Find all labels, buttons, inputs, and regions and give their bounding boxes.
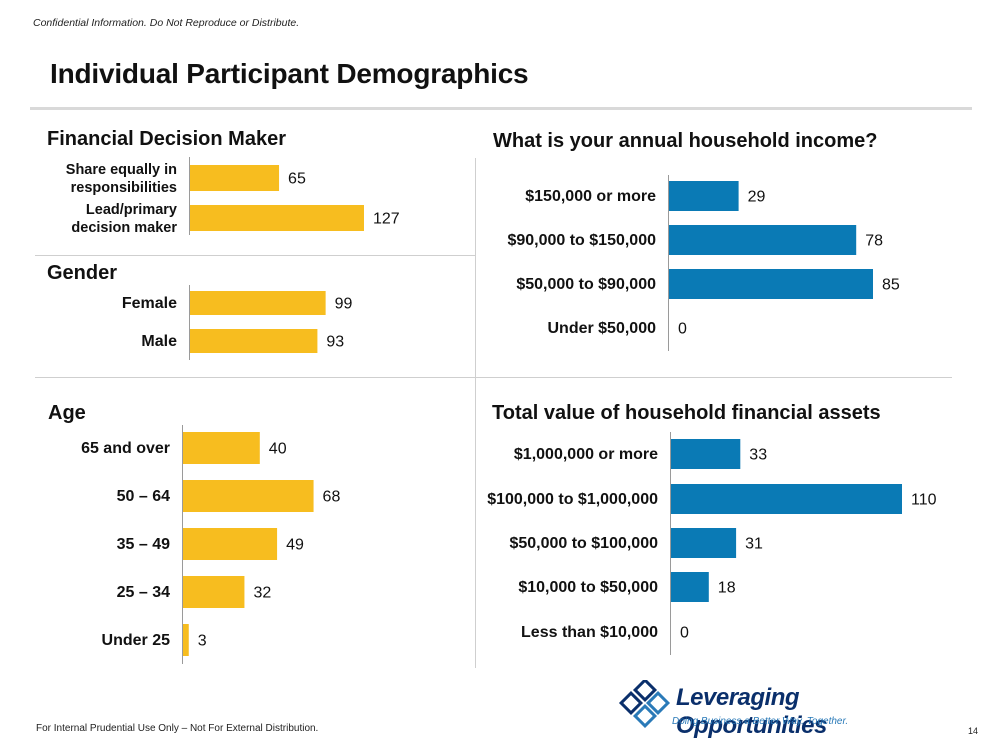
category-label: $10,000 to $50,000 (518, 579, 658, 596)
bar (669, 181, 739, 211)
category-label: $1,000,000 or more (514, 446, 658, 463)
confidential-note: Confidential Information. Do Not Reprodu… (33, 17, 300, 29)
data-label: 0 (678, 321, 687, 338)
chart-title-age: Age (48, 402, 86, 424)
chart-income: 29 $150,000 or more 78 $90,000 to $150,000 8… (507, 175, 900, 351)
chart-age: 40 65 and over 68 50 – 64 49 35 – 49 32 25 – 34… (81, 425, 341, 664)
category-label: $50,000 to $100,000 (509, 535, 658, 552)
logo-name: Leveraging Opportunities (676, 684, 827, 739)
page-title: Individual Participant Demographics (50, 58, 529, 89)
data-label: 93 (326, 334, 344, 351)
data-label: 31 (745, 536, 763, 553)
data-label: 29 (748, 189, 766, 206)
category-label: Female (122, 295, 177, 312)
category-label: Under 25 (102, 632, 171, 649)
data-label: 85 (882, 277, 900, 294)
category-label: $50,000 to $90,000 (516, 276, 656, 293)
logo-mark-icon (618, 680, 671, 728)
leveraging-opportunities-logo: Leveraging Opportunities Doing Business … (618, 680, 948, 739)
category-label: Male (141, 333, 177, 350)
category-label: 65 and over (81, 440, 170, 457)
bar (671, 484, 902, 514)
data-label: 49 (286, 537, 304, 554)
category-label: 25 – 34 (117, 584, 170, 601)
center-divider (475, 158, 476, 668)
category-label: Share equally in responsibilities (66, 162, 177, 196)
bar (671, 528, 737, 558)
category-label: $150,000 or more (525, 188, 656, 205)
data-label: 65 (288, 171, 306, 188)
bar (183, 576, 245, 608)
bar (183, 480, 314, 512)
bar (190, 165, 280, 191)
middle-divider (35, 377, 952, 378)
bar (669, 225, 857, 255)
page-number: 14 (968, 726, 979, 736)
category-label: Less than $10,000 (521, 624, 658, 641)
category-label: 35 – 49 (117, 536, 170, 553)
data-label: 33 (749, 447, 767, 464)
bar (183, 528, 278, 560)
category-label: 50 – 64 (117, 488, 170, 505)
category-label: $100,000 to $1,000,000 (487, 491, 658, 508)
chart-title-decision-maker: Financial Decision Maker (47, 128, 286, 150)
left-upper-divider (35, 255, 475, 256)
chart-gender: 99 Female 93 Male (122, 285, 353, 360)
bar (183, 432, 260, 464)
chart-title-gender: Gender (47, 262, 118, 284)
category-label: Lead/primary decision maker (71, 202, 177, 235)
bar (671, 572, 709, 602)
bar (183, 624, 189, 656)
chart-title-assets: Total value of household financial asset… (492, 402, 881, 424)
footer-note: For Internal Prudential Use Only – Not F… (36, 723, 319, 734)
chart-title-income: What is your annual household income? (493, 130, 878, 152)
data-label: 0 (680, 625, 689, 642)
bar (669, 269, 873, 299)
bar (190, 291, 326, 315)
data-label: 40 (269, 441, 287, 458)
bar (671, 439, 741, 469)
bar (190, 205, 364, 231)
data-label: 68 (323, 489, 341, 506)
data-label: 110 (911, 492, 937, 509)
category-label: $90,000 to $150,000 (507, 232, 656, 249)
data-label: 127 (373, 211, 400, 228)
category-label: Under $50,000 (547, 320, 656, 337)
data-label: 78 (865, 233, 883, 250)
title-rule (30, 107, 972, 110)
bar (190, 329, 318, 353)
data-label: 3 (198, 633, 207, 650)
data-label: 99 (335, 296, 353, 313)
chart-assets: 33 $1,000,000 or more 110 $100,000 to $1,00… (487, 432, 937, 655)
data-label: 18 (718, 580, 736, 597)
logo-tagline: Doing Business a Better Way. Together. (672, 716, 849, 727)
data-label: 32 (253, 585, 271, 602)
chart-decision-maker: 65 Share equally in responsibilities 127 Lea… (66, 157, 400, 235)
